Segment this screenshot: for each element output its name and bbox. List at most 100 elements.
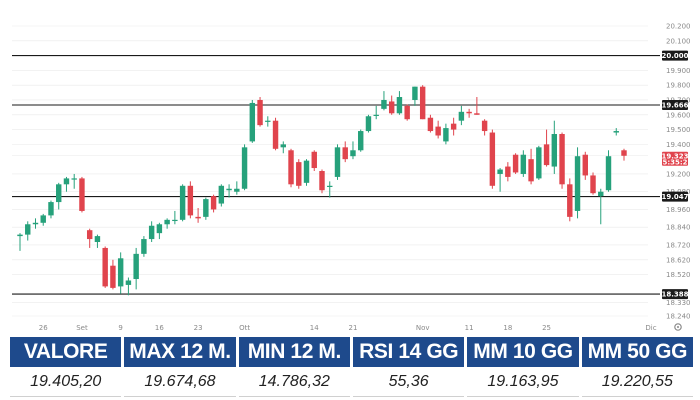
stats-header-row: VALORE MAX 12 M. MIN 12 M. RSI 14 GG MM …	[10, 337, 693, 367]
level-badge-label: 19.666	[661, 102, 688, 110]
stats-value-mm-50gg: 19.220,55	[581, 367, 693, 397]
candle-body	[481, 120, 488, 132]
candle-up	[63, 176, 70, 192]
gear-icon[interactable]	[674, 323, 682, 331]
candle-down	[512, 153, 519, 174]
x-tick-label: 18	[503, 324, 512, 332]
candle-body	[40, 215, 46, 223]
candle-body	[536, 147, 542, 179]
candle-down	[543, 129, 550, 167]
candle-body	[164, 219, 170, 225]
candle-body	[443, 128, 449, 142]
candle-up	[551, 120, 558, 174]
candle-up	[373, 105, 379, 120]
candle-up	[164, 218, 170, 229]
candle-body	[226, 188, 232, 191]
candle-body	[86, 230, 93, 240]
y-tick-label: 18.720	[666, 241, 691, 249]
candle-down	[404, 104, 410, 121]
candle-body	[272, 120, 279, 149]
candle-up	[179, 184, 186, 222]
candle-body	[365, 116, 372, 132]
stats-header-mm-50gg: MM 50 GG	[581, 337, 693, 367]
x-tick-label: Dic	[645, 324, 656, 332]
candle-body	[125, 280, 132, 285]
stats-header-mm-10gg: MM 10 GG	[467, 337, 579, 367]
candle-body	[210, 196, 217, 210]
candle-up	[358, 129, 364, 152]
candle-up	[203, 197, 209, 220]
candle-up	[613, 128, 619, 136]
candle-body	[110, 265, 116, 288]
candle-down	[419, 85, 426, 120]
x-tick-label: Set	[76, 324, 88, 332]
candle-up	[48, 200, 54, 219]
candle-down	[474, 97, 480, 115]
y-tick-label: 20.100	[666, 37, 691, 45]
candle-body	[94, 236, 101, 243]
candle-body	[381, 99, 387, 109]
candle-down	[621, 148, 627, 161]
candle-down	[311, 150, 317, 171]
candle-body	[141, 239, 147, 254]
candle-body	[71, 178, 77, 180]
candle-up	[497, 168, 503, 192]
candle-down	[257, 97, 263, 127]
candle-body	[218, 185, 225, 204]
candle-body	[512, 154, 519, 173]
stats-header-rsi-14gg: RSI 14 GG	[352, 337, 465, 367]
level-badge: 18.388	[661, 289, 689, 300]
candle-up	[396, 91, 403, 115]
candle-body	[32, 222, 39, 225]
candle-up	[280, 141, 286, 154]
candle-up	[56, 182, 62, 210]
candle-body	[234, 188, 240, 192]
candle-body	[520, 154, 527, 174]
level-badge-bg	[662, 289, 688, 300]
candle-up	[536, 145, 542, 180]
candle-body	[551, 134, 558, 167]
candle-down	[288, 148, 294, 188]
x-tick-label: 26	[39, 324, 48, 332]
level-badge-bg	[662, 50, 688, 61]
candle-body	[25, 224, 31, 235]
candle-body	[257, 99, 263, 126]
candle-body	[334, 147, 341, 177]
candle-up	[234, 181, 240, 195]
candle-body	[117, 258, 124, 287]
candle-body	[543, 144, 550, 166]
y-tick-label: 20.200	[666, 23, 691, 31]
candle-body	[505, 166, 511, 177]
x-tick-label: 21	[349, 324, 358, 332]
level-badge: 19.666	[661, 100, 689, 111]
candle-body	[435, 126, 441, 136]
candle-down	[590, 172, 596, 195]
candle-body	[427, 117, 434, 132]
current-price-badge-bg	[662, 151, 688, 166]
x-tick-label: 11	[465, 324, 474, 332]
candle-up	[71, 173, 77, 189]
stats-header-min-12m: MIN 12 M.	[238, 337, 350, 367]
current-price-label: 19.323	[661, 152, 688, 160]
candle-body	[296, 162, 302, 186]
candle-down	[388, 95, 395, 115]
candle-up	[574, 147, 581, 219]
candle-up	[125, 277, 132, 296]
candle-up	[365, 114, 372, 133]
candle-body	[342, 147, 348, 160]
candle-body	[582, 154, 588, 176]
candle-body	[179, 185, 186, 220]
candle-body	[102, 247, 108, 287]
candle-body	[373, 114, 379, 116]
candle-down	[528, 148, 534, 185]
candle-body	[48, 202, 54, 216]
candle-up	[443, 123, 449, 145]
x-tick-label: 25	[542, 324, 551, 332]
candle-body	[133, 253, 139, 280]
price-chart[interactable]: 18.240 18.330 18.520 18.620 18.720 18.840 18.9…	[0, 0, 700, 336]
candle-up	[94, 234, 101, 248]
candle-up	[226, 184, 232, 198]
candle-body	[613, 131, 619, 133]
candle-up	[25, 221, 31, 241]
